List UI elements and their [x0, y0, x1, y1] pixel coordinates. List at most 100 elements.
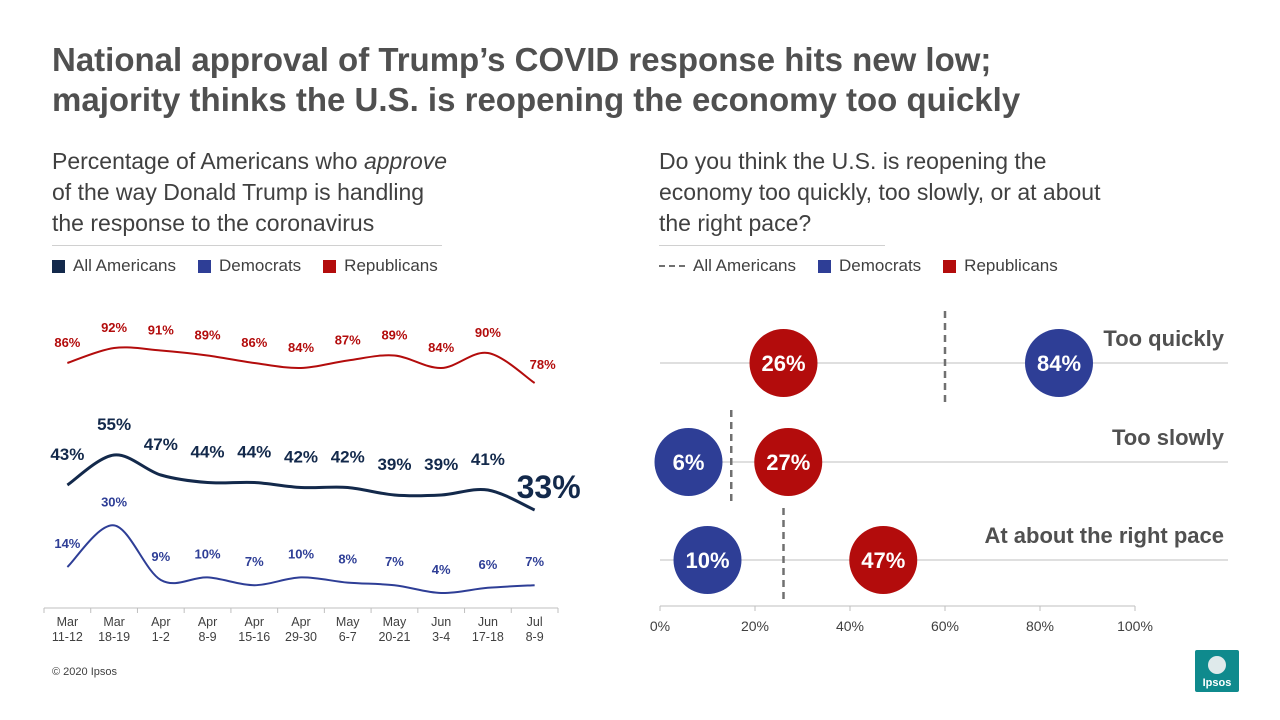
data-label-democrats: 4% [432, 562, 451, 577]
x-tick-label-days: 1-2 [152, 630, 170, 644]
legend-swatch-republicans-right [943, 259, 957, 273]
x-tick-label-days: 8-9 [199, 630, 217, 644]
data-label-democrats: 8% [338, 552, 357, 567]
right-subtitle-line-2: economy too quickly, too slowly, or at a… [659, 179, 1101, 205]
x-tick-label-month: Apr [198, 615, 217, 629]
x-tick-label-days: 20-21 [378, 630, 410, 644]
ipsos-logo-mark [1208, 656, 1226, 674]
data-label-republicans: 86% [54, 335, 80, 350]
x-tick-label-days: 3-4 [432, 630, 450, 644]
data-label-republicans: 78% [530, 357, 556, 372]
data-label-republicans: 89% [381, 328, 407, 343]
dot-democrats-too-slowly [654, 428, 723, 496]
ipsos-logo: Ipsos [1195, 650, 1239, 692]
left-subtitle-line-3: the response to the coronavirus [52, 210, 375, 236]
x-tick-label-pct: 40% [836, 618, 864, 634]
dot-republicans-too-slowly [754, 428, 823, 496]
dot-label-republicans: 27% [766, 450, 810, 475]
x-tick-label-month: Apr [291, 615, 310, 629]
data-label-republicans: 84% [428, 340, 454, 355]
x-tick-label-pct: 0% [650, 618, 670, 634]
x-tick-label-month: Apr [245, 615, 264, 629]
data-label-all-americans: 39% [424, 455, 458, 474]
legend-dash-all-americans [659, 265, 685, 267]
dot-label-republicans: 26% [761, 351, 805, 376]
data-label-democrats: 10% [288, 546, 314, 561]
x-tick-label-days: 18-19 [98, 630, 130, 644]
legend-item-all-americans: All Americans [52, 256, 176, 276]
title-line-1: National approval of Trump’s COVID respo… [52, 41, 992, 78]
right-subtitle-line-3: the right pace? [659, 210, 812, 236]
series-line-democrats [66, 524, 535, 595]
dot-republicans-at-about-the-right-pace [849, 526, 918, 594]
reopening-pace-dot-chart: 26% 84% Too quickly 6% 27% Too slowly 10% 47% At… [650, 311, 1228, 634]
title-line-2: majority thinks the U.S. is reopening th… [52, 81, 1021, 118]
data-label-all-americans: 33% [517, 469, 581, 505]
data-label-democrats: 9% [151, 549, 170, 564]
legend-item-democrats-right: Democrats [817, 256, 921, 276]
dot-label-democrats: 10% [685, 548, 729, 573]
left-subtitle-emphasis: approve [363, 148, 448, 174]
dot-label-democrats: 84% [1037, 351, 1081, 376]
data-label-all-americans: 42% [284, 448, 318, 467]
data-label-democrats: 7% [525, 554, 544, 569]
legend-label-all-americans-right: All Americans [693, 256, 796, 275]
data-label-republicans: 91% [148, 323, 174, 338]
x-tick-label-pct: 80% [1026, 618, 1054, 634]
dot-label-republicans: 47% [861, 548, 905, 573]
x-tick-label-month: Apr [151, 615, 170, 629]
x-tick-label-month: Mar [57, 615, 79, 629]
legend-item-all-americans-dashed: All Americans [659, 256, 796, 276]
legend-label-republicans-right: Republicans [964, 256, 1058, 275]
data-label-democrats: 6% [479, 557, 498, 572]
data-label-democrats: 14% [54, 536, 80, 551]
dot-republicans-too-quickly [749, 329, 818, 397]
data-label-all-americans: 44% [237, 443, 271, 462]
row-label-at-about-the-right-pace: At about the right pace [984, 523, 1224, 548]
left-subtitle-line-2: of the way Donald Trump is handling [52, 179, 425, 205]
data-label-republicans: 86% [241, 335, 267, 350]
right-subtitle-rule [659, 245, 885, 246]
x-tick-label-month: Jul [527, 615, 543, 629]
x-tick-label-month: Mar [103, 615, 125, 629]
x-tick-label-month: Jun [431, 615, 451, 629]
x-tick-label-days: 15-16 [238, 630, 270, 644]
x-tick-label-pct: 20% [741, 618, 769, 634]
legend-label-republicans: Republicans [344, 256, 438, 275]
legend-label-all-americans: All Americans [73, 256, 176, 275]
page-title: National approval of Trump’s COVID respo… [52, 40, 1252, 120]
legend-item-democrats: Democrats [197, 256, 301, 276]
left-legend: All Americans Democrats Republicans [52, 256, 460, 276]
x-tick-label-days: 11-12 [52, 630, 83, 644]
right-subtitle-line-1: Do you think the U.S. is reopening the [659, 148, 1047, 174]
approval-line-chart: 86% 92% 91% 89% 86% 84% 87% 89% 84% 90% 78% 43% 55% 4… [43, 320, 581, 644]
left-subtitle-rule [52, 245, 442, 246]
x-tick-label-days: 8-9 [526, 630, 544, 644]
data-label-all-americans: 44% [191, 443, 225, 462]
series-line-republicans [67, 346, 536, 384]
series-line-all-americans [66, 453, 536, 512]
copyright: © 2020 Ipsos [52, 666, 117, 678]
data-label-democrats: 7% [245, 554, 264, 569]
dot-label-democrats: 6% [673, 450, 705, 475]
left-subtitle-pre: Percentage of Americans who [52, 148, 364, 174]
left-subtitle: Percentage of Americans who approve of t… [52, 146, 447, 239]
x-tick-label-pct: 100% [1117, 618, 1153, 634]
data-label-all-americans: 41% [471, 450, 505, 469]
ipsos-logo-text: Ipsos [1202, 677, 1232, 689]
data-label-all-americans: 39% [377, 455, 411, 474]
x-tick-label-days: 17-18 [472, 630, 504, 644]
data-label-all-americans: 55% [97, 415, 131, 434]
x-tick-label-month: May [336, 615, 360, 629]
x-tick-label-month: May [383, 615, 407, 629]
legend-item-republicans: Republicans [323, 256, 438, 276]
dot-democrats-at-about-the-right-pace [673, 526, 742, 594]
data-label-republicans: 84% [288, 340, 314, 355]
legend-swatch-all-americans [52, 259, 65, 273]
legend-swatch-republicans [323, 259, 337, 273]
data-label-republicans: 89% [195, 328, 221, 343]
right-subtitle: Do you think the U.S. is reopening the e… [659, 146, 1100, 239]
row-label-too-slowly: Too slowly [1112, 425, 1225, 450]
data-label-all-americans: 42% [331, 448, 365, 467]
right-legend: All Americans Democrats Republicans [659, 256, 1080, 276]
